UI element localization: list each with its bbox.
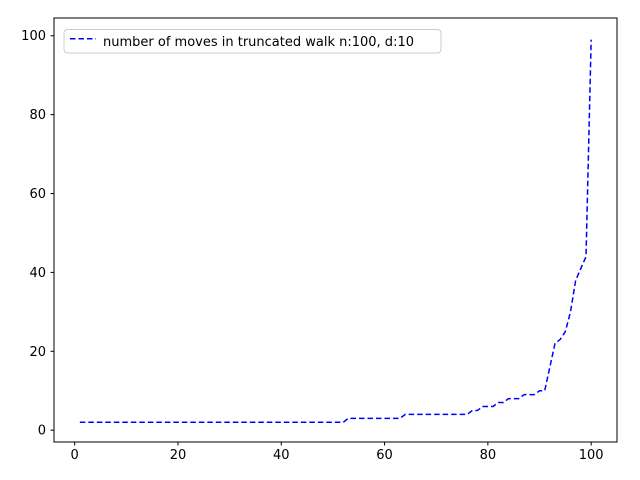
y-tick-label: 80 [29,108,46,123]
legend-box [63,29,442,54]
y-tick-label: 0 [38,424,46,439]
data-series-line [79,39,592,424]
x-tick-label: 40 [273,448,290,463]
x-tick-label: 0 [71,448,79,463]
y-tick-label: 100 [21,29,46,44]
y-tick-label: 40 [29,266,46,281]
plot-border [53,17,618,443]
y-tick-label: 20 [29,345,46,360]
x-axis-ticks: 0 20 40 60 80 100 [71,442,604,463]
legend: number of moves in truncated walk n:100,… [63,29,442,54]
legend-label: number of moves in truncated walk n:100,… [103,35,414,50]
x-tick-label: 100 [579,448,604,463]
y-tick-label: 60 [29,187,46,202]
y-axis-ticks: 0 20 40 60 80 100 [21,29,54,439]
x-tick-label: 60 [376,448,393,463]
x-tick-label: 80 [480,448,497,463]
x-tick-label: 20 [170,448,187,463]
